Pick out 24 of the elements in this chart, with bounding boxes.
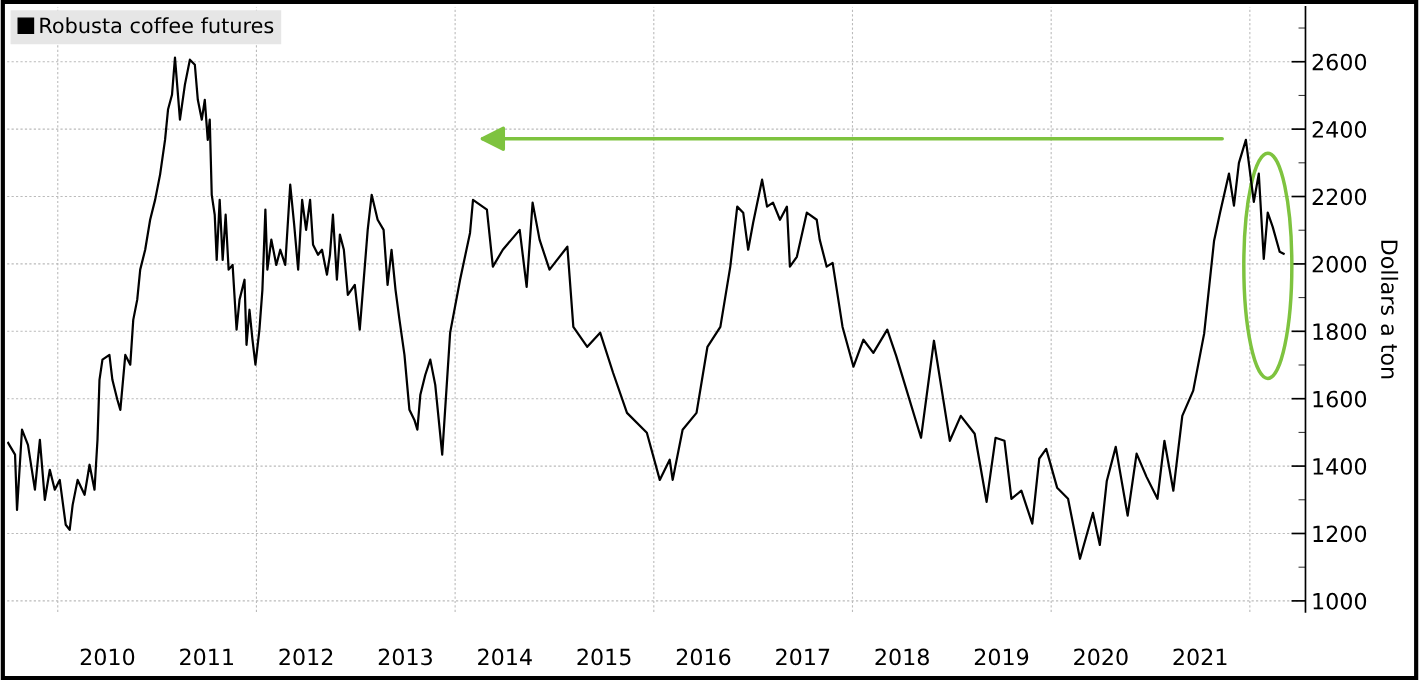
y-tick-label: 1000 (1313, 592, 1367, 610)
x-tick-label: 2018 (875, 648, 929, 666)
x-tick-label: 2019 (974, 648, 1029, 666)
y-tick-label: 1600 (1313, 390, 1367, 408)
y-tick-label: 2400 (1312, 121, 1367, 138)
x-tick-label: 2012 (279, 648, 333, 666)
legend-label: Robusta coffee futures (40, 17, 274, 34)
y-tick-label: 2000 (1312, 255, 1367, 273)
x-tick-label: 2015 (577, 648, 631, 666)
y-axis-title: Dollars a ton (1380, 240, 1399, 379)
y-tick-label: 2200 (1312, 188, 1367, 206)
x-tick-label: 2021 (1173, 648, 1227, 666)
y-tick-label: 1200 (1313, 525, 1367, 543)
x-tick-label: 2010 (80, 648, 135, 666)
line-series (7, 56, 1285, 560)
x-tick-label: 2011 (180, 648, 233, 666)
x-tick-label: 2014 (478, 648, 532, 666)
y-tick-label: 1800 (1313, 323, 1367, 341)
x-tick-label: 2013 (378, 648, 432, 666)
y-tick-label: 2600 (1312, 53, 1367, 71)
x-tick-label: 2017 (776, 648, 830, 666)
x-tick-label: 2016 (676, 648, 731, 666)
y-tick-label: 1400 (1313, 458, 1367, 475)
x-tick-label: 2020 (1074, 648, 1128, 666)
